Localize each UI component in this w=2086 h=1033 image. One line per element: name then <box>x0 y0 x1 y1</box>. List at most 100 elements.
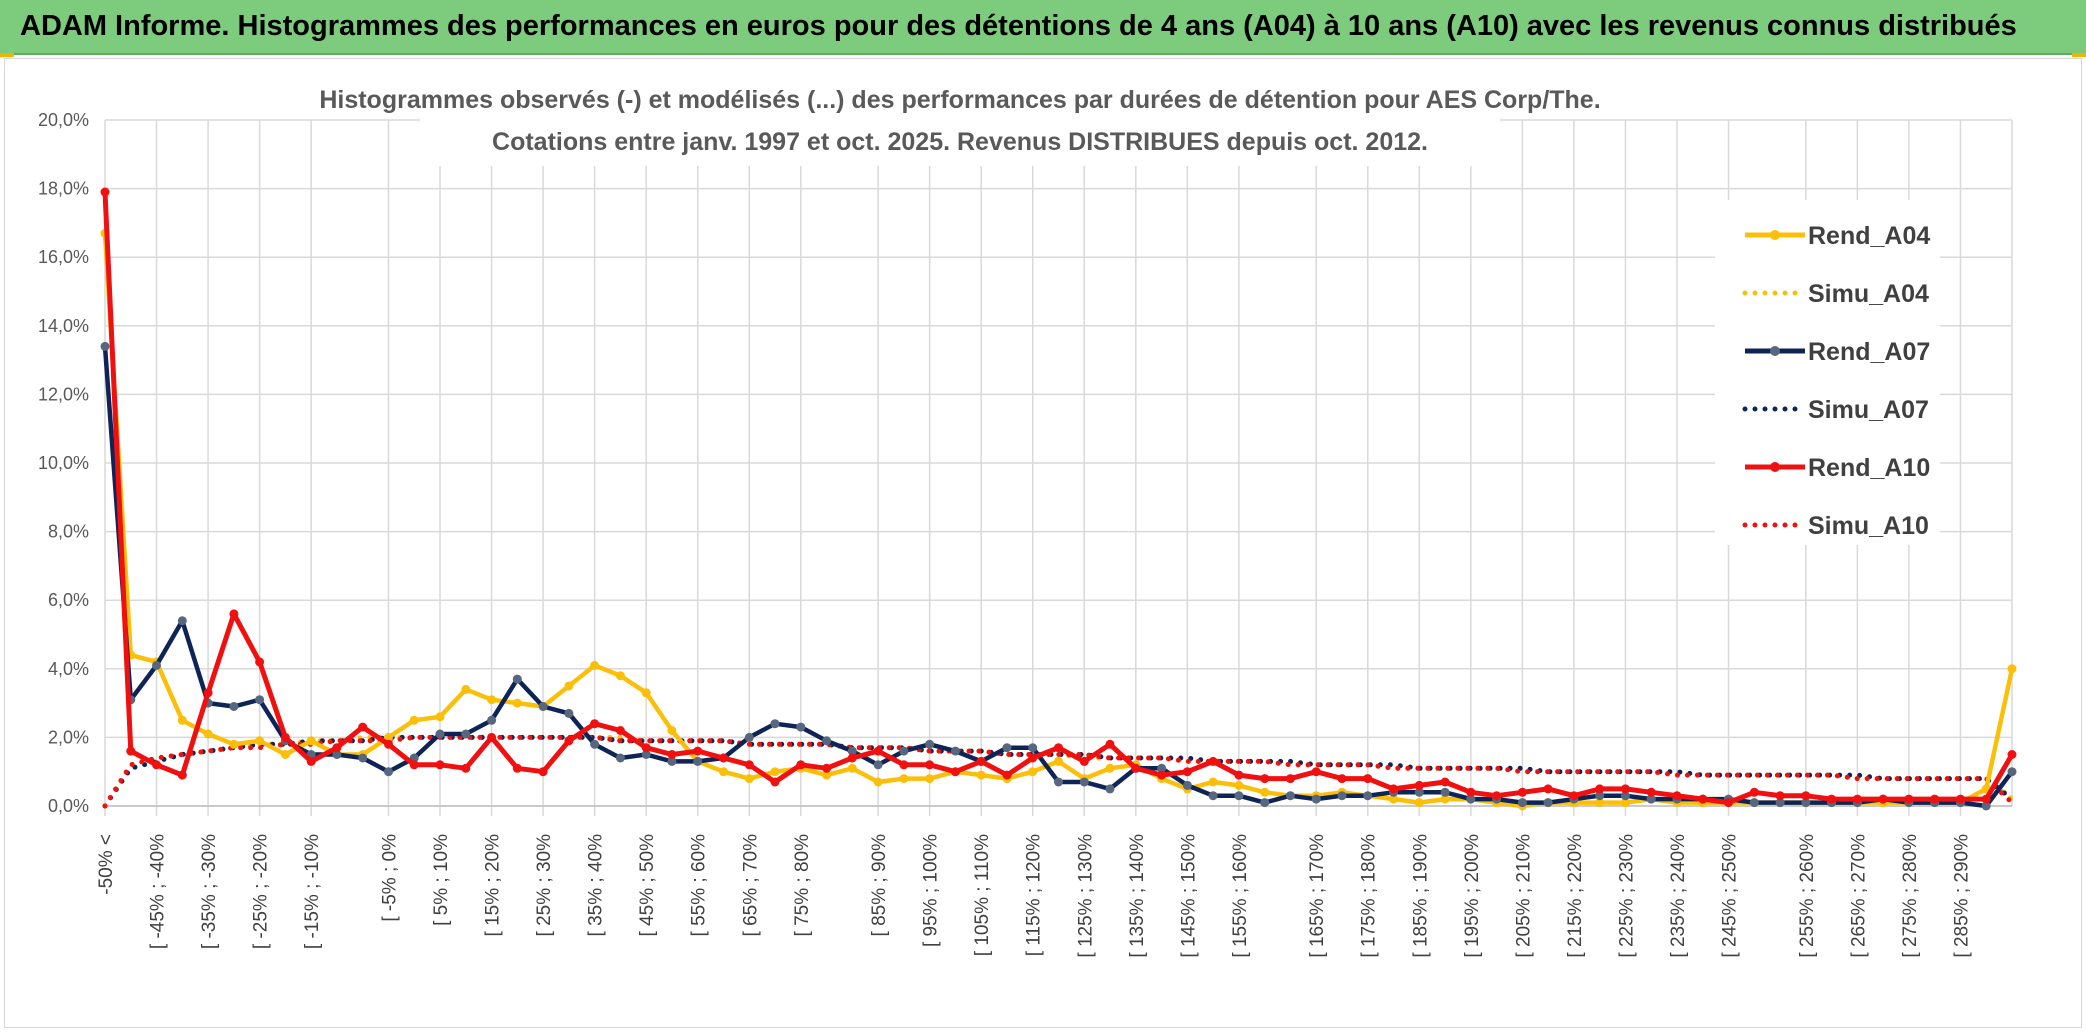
data-point-rend-a10 <box>615 726 625 735</box>
data-point-rend-a04 <box>384 732 393 742</box>
data-point-rend-a04 <box>667 726 677 735</box>
legend-label-simu-a07: Simu_A07 <box>1808 396 1929 424</box>
legend: Rend_A04 Simu_A04 Rend_A07 Simu_A07 Rend_A10… <box>1715 200 1940 545</box>
data-point-rend-a10 <box>1517 787 1527 797</box>
data-point-rend-a07 <box>590 739 600 749</box>
y-tick-label: 6,0% <box>48 590 89 610</box>
x-tick-label: [ 255% ; 260% <box>1797 834 1818 958</box>
data-point-rend-a07 <box>899 746 909 756</box>
data-point-rend-a10 <box>770 777 780 787</box>
data-point-rend-a07 <box>1105 784 1115 794</box>
data-point-rend-a07 <box>796 722 806 732</box>
data-point-rend-a04 <box>1440 794 1450 804</box>
data-point-rend-a10 <box>1775 791 1785 801</box>
data-point-rend-a07 <box>1646 794 1656 804</box>
data-point-rend-a10 <box>1079 756 1089 766</box>
data-point-rend-a07 <box>847 746 857 756</box>
data-point-rend-a10 <box>512 763 522 773</box>
x-tick-label: [ 75% ; 80% <box>792 834 813 937</box>
data-point-rend-a10 <box>693 746 703 756</box>
data-point-rend-a04 <box>615 671 625 681</box>
data-point-rend-a07 <box>2007 767 2017 777</box>
data-point-rend-a04 <box>590 660 600 670</box>
x-tick-label: [ 155% ; 160% <box>1230 834 1251 958</box>
data-point-rend-a10 <box>1672 791 1682 801</box>
data-point-rend-a07 <box>873 760 883 770</box>
chart-frame <box>4 58 2082 1028</box>
data-point-rend-a07 <box>822 736 832 746</box>
data-point-rend-a04 <box>280 750 290 759</box>
data-point-rend-a07 <box>1414 787 1424 797</box>
legend-label-rend-a07: Rend_A07 <box>1808 338 1930 366</box>
data-point-rend-a10 <box>899 760 909 770</box>
legend-label-simu-a04: Simu_A04 <box>1808 280 1929 308</box>
data-point-rend-a04 <box>899 774 909 784</box>
data-point-rend-a10 <box>590 719 600 729</box>
legend-label-rend-a04: Rend_A04 <box>1808 222 1930 250</box>
data-point-rend-a07 <box>1337 791 1347 801</box>
data-point-rend-a07 <box>1285 791 1295 801</box>
y-tick-label: 20,0% <box>38 110 89 130</box>
data-point-rend-a10 <box>847 753 857 763</box>
data-point-rend-a07 <box>1234 791 1244 801</box>
data-point-rend-a04 <box>822 770 832 780</box>
data-point-rend-a10 <box>1311 767 1321 777</box>
data-point-rend-a10 <box>1389 784 1398 794</box>
data-point-rend-a10 <box>2007 750 2017 759</box>
data-point-rend-a04 <box>925 774 935 784</box>
y-tick-label: 0,0% <box>48 796 89 816</box>
data-point-rend-a04 <box>1054 756 1063 766</box>
data-point-rend-a07 <box>1595 791 1605 801</box>
x-tick-label: [ 275% ; 280% <box>1900 834 1921 958</box>
data-point-rend-a07 <box>1208 791 1218 801</box>
x-tick-label: [ 15% ; 20% <box>483 834 504 937</box>
data-point-rend-a04 <box>255 736 265 746</box>
y-tick-label: 12,0% <box>38 384 89 404</box>
data-point-rend-a07 <box>1054 777 1063 787</box>
x-tick-label: [ 165% ; 170% <box>1307 834 1328 958</box>
data-point-rend-a10 <box>1852 794 1862 804</box>
x-tick-label: [ -35% ; -30% <box>199 834 220 949</box>
data-point-rend-a07 <box>1543 798 1553 808</box>
data-point-rend-a07 <box>229 702 239 711</box>
data-point-rend-a04 <box>1234 780 1244 790</box>
data-point-rend-a10 <box>564 736 574 746</box>
data-point-rend-a10 <box>1105 739 1115 749</box>
data-point-rend-a07 <box>1260 798 1270 808</box>
data-point-rend-a04 <box>847 763 857 773</box>
data-point-rend-a10 <box>719 753 728 763</box>
banner-title: ADAM Informe. Histogrammes des performan… <box>20 10 2017 42</box>
data-point-rend-a04 <box>435 712 445 722</box>
data-point-rend-a07 <box>925 739 935 749</box>
x-tick-label: [ -5% ; 0% <box>379 834 400 922</box>
x-tick-label: [ 35% ; 40% <box>586 834 607 937</box>
data-point-rend-a07 <box>1363 791 1373 801</box>
data-point-rend-a10 <box>461 763 471 773</box>
data-point-rend-a10 <box>1904 794 1914 804</box>
data-point-rend-a10 <box>1182 767 1192 777</box>
data-point-rend-a10 <box>1054 743 1063 753</box>
data-point-rend-a04 <box>1389 794 1398 804</box>
data-point-rend-a10 <box>641 743 651 753</box>
x-tick-label: [ 85% ; 90% <box>869 834 890 937</box>
data-point-rend-a10 <box>950 767 960 777</box>
data-point-rend-a10 <box>744 760 754 770</box>
x-tick-label: [ 65% ; 70% <box>740 834 761 937</box>
x-tick-label: [ 95% ; 100% <box>921 834 942 947</box>
data-point-rend-a07 <box>100 341 110 351</box>
x-tick-label: [ 45% ; 50% <box>637 834 658 937</box>
data-point-rend-a04 <box>873 777 883 787</box>
data-point-rend-a04 <box>1028 767 1038 777</box>
data-point-rend-a04 <box>487 695 497 705</box>
data-point-rend-a10 <box>1595 784 1605 794</box>
data-point-rend-a07 <box>744 732 754 742</box>
data-point-rend-a07 <box>1749 798 1759 808</box>
x-tick-label: [ 125% ; 130% <box>1075 834 1096 958</box>
data-point-rend-a10 <box>1620 784 1630 794</box>
data-point-rend-a10 <box>796 760 806 770</box>
data-point-rend-a10 <box>976 756 986 766</box>
series-line-simu-a07 <box>102 734 2015 809</box>
data-point-rend-a10 <box>538 767 548 777</box>
data-point-rend-a04 <box>976 770 986 780</box>
